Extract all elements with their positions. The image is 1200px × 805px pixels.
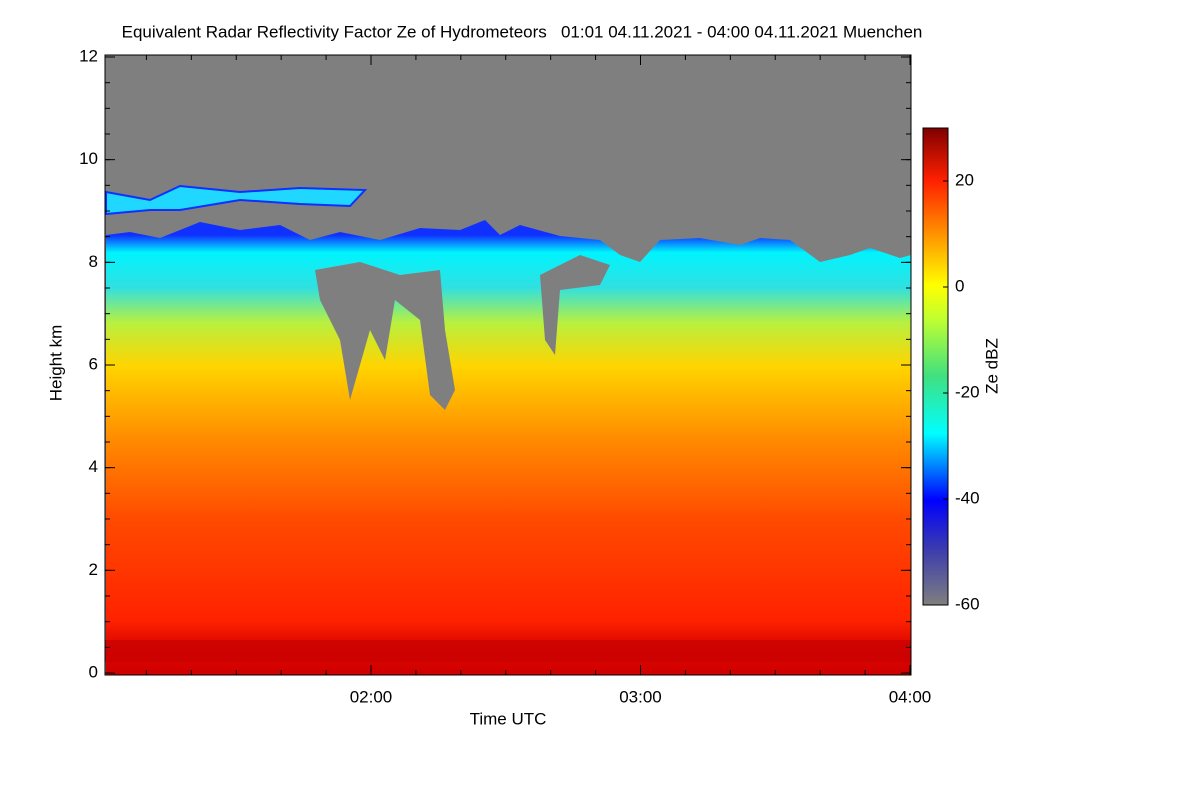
y-tick-label: 10 [79,149,98,168]
surface-band [105,640,911,662]
colorbar-tick-label: -20 [955,382,980,401]
echo-field [106,220,911,675]
y-tick-label: 6 [89,354,98,373]
heatmap [105,55,911,675]
x-tick-label: 03:00 [619,687,662,706]
x-tick-label: 02:00 [350,687,393,706]
colorbar-tick-label: -60 [955,594,980,613]
colorbar-label: Ze dBZ [982,338,1001,394]
echo-gap [540,255,610,355]
y-tick-label: 2 [89,560,98,579]
y-tick-label: 0 [89,662,98,681]
x-axis-label: Time UTC [470,709,547,728]
colorbar [922,127,949,606]
y-axis-label: Height km [46,325,65,402]
upper-echo-strip [105,184,368,216]
y-tick-label: 12 [79,46,98,65]
echo-gap [315,262,455,410]
y-tick-label: 4 [89,457,98,476]
y-tick-label: 8 [89,252,98,271]
x-tick-label: 04:00 [889,687,932,706]
chart-title: Equivalent Radar Reflectivity Factor Ze … [122,22,923,41]
colorbar-tick-label: 0 [955,276,964,295]
colorbar-tick-label: 20 [955,170,974,189]
colorbar-tick-label: -40 [955,488,980,507]
